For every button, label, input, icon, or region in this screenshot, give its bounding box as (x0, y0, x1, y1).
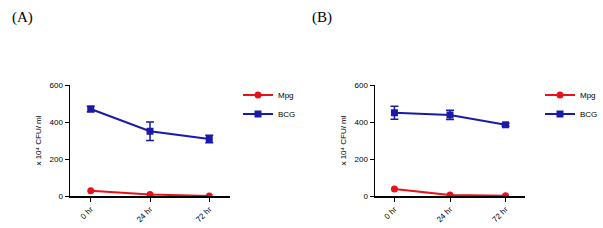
svg-text:Mpg: Mpg (580, 91, 596, 100)
svg-text:200: 200 (50, 155, 64, 164)
svg-text:600: 600 (355, 81, 369, 90)
svg-text:72 hr: 72 hr (491, 205, 510, 224)
svg-text:0 hr: 0 hr (383, 205, 399, 221)
svg-text:400: 400 (355, 118, 369, 127)
svg-text:(A): (A) (12, 9, 33, 26)
svg-text:200: 200 (355, 155, 369, 164)
svg-text:400: 400 (50, 118, 64, 127)
svg-text:24 hr: 24 hr (135, 205, 154, 224)
svg-text:(B): (B) (312, 9, 332, 26)
svg-text:24 hr: 24 hr (435, 205, 454, 224)
svg-text:Mpg: Mpg (278, 91, 294, 100)
svg-text:BCG: BCG (580, 110, 597, 119)
svg-text:0 hr: 0 hr (79, 205, 95, 221)
svg-text:x 10⁴ CFU/ ml: x 10⁴ CFU/ ml (34, 115, 43, 165)
svg-text:600: 600 (50, 81, 64, 90)
svg-text:BCG: BCG (278, 110, 295, 119)
svg-text:x 10⁴ CFU/ ml: x 10⁴ CFU/ ml (339, 115, 348, 165)
svg-text:0: 0 (363, 192, 368, 201)
svg-text:0: 0 (58, 192, 63, 201)
svg-text:72 hr: 72 hr (194, 205, 213, 224)
